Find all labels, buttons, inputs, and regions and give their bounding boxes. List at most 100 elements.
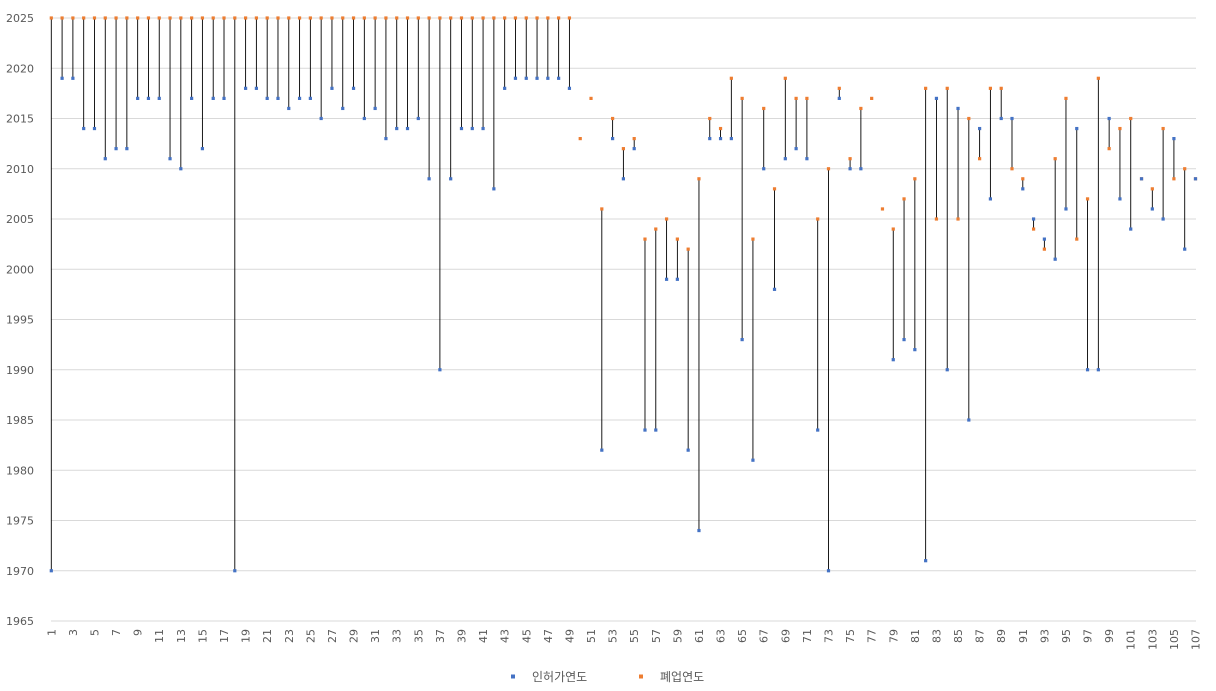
point-closure-year <box>1183 167 1187 171</box>
x-tick-label: 99 <box>1103 629 1116 643</box>
point-closure-year <box>405 16 410 20</box>
point-permit-year <box>837 96 841 100</box>
point-permit-year <box>308 96 312 100</box>
x-tick-label: 79 <box>887 629 900 643</box>
point-closure-year <box>557 16 561 20</box>
point-permit-year <box>427 177 431 181</box>
point-closure-year <box>902 197 906 201</box>
y-tick-label: 2020 <box>6 62 34 75</box>
point-permit-year <box>611 137 615 141</box>
point-closure-year <box>1150 187 1154 191</box>
point-closure-year <box>330 16 334 20</box>
x-tick-label: 21 <box>261 629 274 643</box>
point-closure-year <box>492 16 496 20</box>
point-closure-year <box>362 16 366 20</box>
point-permit-year <box>319 116 323 121</box>
point-closure-year <box>632 137 636 141</box>
point-closure-year <box>535 16 539 20</box>
x-tick-label: 35 <box>412 629 425 643</box>
x-tick-label: 71 <box>801 629 814 643</box>
point-closure-year <box>783 76 787 80</box>
point-closure-year <box>60 16 64 20</box>
point-permit-year <box>1021 187 1025 191</box>
point-closure-year <box>438 16 442 20</box>
x-tick-label: 89 <box>995 629 1008 643</box>
x-tick-label: 75 <box>844 629 857 643</box>
y-axis: 1965 1970 1975 1980 1985 1990 1995 2000 2005 2010… <box>6 12 34 628</box>
point-closure-year <box>265 16 269 20</box>
point-closure-year <box>503 16 507 20</box>
point-permit-year <box>718 137 723 141</box>
point-closure-year <box>956 217 960 221</box>
point-closure-year <box>179 16 183 20</box>
point-closure-year <box>1042 247 1046 251</box>
point-closure-year <box>222 16 226 20</box>
point-permit-year <box>1075 126 1079 131</box>
point-closure-year <box>686 247 690 251</box>
y-tick-label: 1970 <box>6 565 34 578</box>
x-tick-label: 25 <box>304 629 317 643</box>
point-permit-year <box>373 106 377 111</box>
point-closure-year <box>92 16 97 20</box>
x-tick-label: 83 <box>930 629 943 643</box>
point-closure-year <box>1096 76 1100 80</box>
point-permit-year <box>114 147 118 151</box>
point-permit-year <box>1010 116 1014 121</box>
point-permit-year <box>762 167 766 171</box>
point-permit-year <box>697 528 701 533</box>
point-permit-year <box>902 338 906 342</box>
x-tick-label: 101 <box>1125 629 1138 650</box>
x-tick-label: 31 <box>369 629 382 643</box>
point-closure-year <box>459 16 464 20</box>
point-closure-year <box>136 16 140 20</box>
x-tick-label: 17 <box>218 629 231 643</box>
point-closure-year <box>341 16 345 20</box>
x-tick-label: 63 <box>715 629 728 643</box>
point-permit-year <box>557 76 561 80</box>
point-closure-year <box>395 16 399 20</box>
point-permit-year <box>233 569 237 573</box>
y-tick-label: 1965 <box>6 615 34 628</box>
point-permit-year <box>254 86 258 90</box>
point-permit-year <box>341 106 345 111</box>
point-permit-year <box>1107 116 1111 121</box>
point-closure-year <box>384 16 388 20</box>
x-tick-label: 55 <box>628 629 641 643</box>
point-permit-year <box>459 126 464 131</box>
x-tick-label: 103 <box>1146 629 1159 650</box>
x-tick-label: 5 <box>88 629 101 636</box>
point-closure-year <box>254 16 258 20</box>
point-closure-year <box>880 207 885 211</box>
y-tick-label: 1985 <box>6 414 34 427</box>
x-tick-label: 81 <box>909 629 922 643</box>
point-closure-year <box>546 16 550 20</box>
point-closure-year <box>848 157 852 161</box>
point-closure-year <box>351 16 356 20</box>
point-permit-year <box>1183 247 1187 251</box>
x-tick-label: 77 <box>866 629 879 643</box>
point-permit-year <box>924 559 928 563</box>
x-tick-label: 7 <box>110 629 123 636</box>
point-permit-year <box>934 96 939 100</box>
point-closure-year <box>934 217 939 221</box>
point-closure-year <box>49 16 53 20</box>
point-closure-year <box>211 16 215 20</box>
point-closure-year <box>924 86 928 90</box>
point-permit-year <box>1118 197 1122 201</box>
point-closure-year <box>621 147 625 151</box>
point-closure-year <box>276 16 280 20</box>
point-closure-year <box>190 16 194 20</box>
x-tick-label: 93 <box>1038 629 1051 643</box>
point-closure-year <box>600 207 604 211</box>
point-closure-year <box>999 86 1003 90</box>
point-closure-year <box>978 157 982 161</box>
point-permit-year <box>222 96 226 100</box>
y-tick-label: 1980 <box>6 464 34 477</box>
x-tick-label: 23 <box>283 629 296 643</box>
point-closure-year <box>945 86 949 90</box>
legend-marker-series-2 <box>639 674 643 679</box>
point-permit-year <box>330 86 334 90</box>
point-permit-year <box>503 86 507 90</box>
point-permit-year <box>535 76 539 80</box>
point-permit-year <box>708 137 712 141</box>
